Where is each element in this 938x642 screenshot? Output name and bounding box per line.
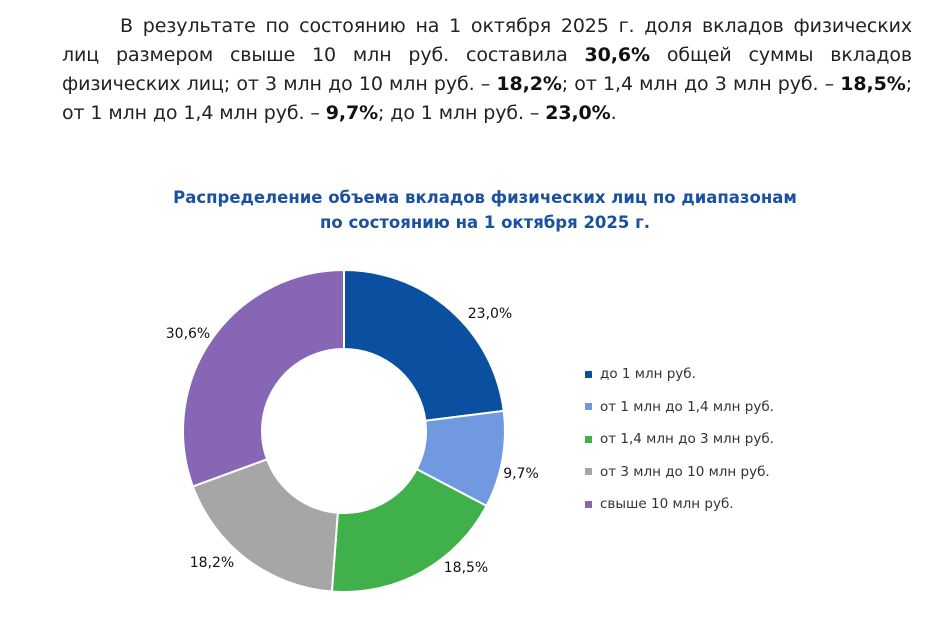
legend-swatch xyxy=(585,403,592,411)
legend-label: свыше 10 млн руб. xyxy=(600,496,734,513)
slice-data-label: 23,0% xyxy=(468,306,512,322)
donut-slice xyxy=(182,268,345,488)
paragraph-text: В результате по состоянию на 1 октября 2… xyxy=(62,15,912,66)
legend-label: от 3 млн до 10 млн руб. xyxy=(600,463,770,480)
paragraph-text: общей суммы вкладов физических лиц; от 3… xyxy=(62,44,912,95)
chart-title: Распределение объема вкладов физических … xyxy=(173,188,797,207)
legend-label: до 1 млн руб. xyxy=(600,366,696,383)
chart-title-block: Распределение объема вкладов физических … xyxy=(0,185,938,235)
share-1-4m-3m: 18,5% xyxy=(840,73,906,95)
chart-legend: до 1 млн руб. от 1 млн до 1,4 млн руб. от … xyxy=(585,358,774,521)
legend-item: свыше 10 млн руб. xyxy=(585,488,774,521)
paragraph-text: ; до 1 млн руб. – xyxy=(378,102,546,124)
donut-slice xyxy=(330,467,488,593)
legend-label: от 1,4 млн до 3 млн руб. xyxy=(600,431,774,448)
legend-item: от 1 млн до 1,4 млн руб. xyxy=(585,391,774,424)
slice-data-label: 30,6% xyxy=(166,326,210,342)
share-1m-1-4m: 9,7% xyxy=(325,102,379,124)
share-under-1m: 23,0% xyxy=(545,102,611,124)
slice-data-label: 18,2% xyxy=(190,555,234,571)
paragraph-text: ; от 1,4 млн до 3 млн руб. – xyxy=(561,73,841,95)
intro-paragraph: В результате по состоянию на 1 октября 2… xyxy=(62,12,912,128)
donut-slice xyxy=(343,268,505,422)
legend-item: до 1 млн руб. xyxy=(585,358,774,391)
donut-labels: 23,0% 9,7% 18,5% 18,2% 30,6% xyxy=(166,306,539,576)
share-3m-10m: 18,2% xyxy=(496,73,562,95)
legend-swatch xyxy=(585,370,592,378)
legend-item: от 1,4 млн до 3 млн руб. xyxy=(585,423,774,456)
chart-subtitle: по состоянию на 1 октября 2025 г. xyxy=(319,213,651,232)
legend-item: от 3 млн до 10 млн руб. xyxy=(585,456,774,489)
slice-data-label: 18,5% xyxy=(444,560,488,576)
donut-slices xyxy=(182,268,506,593)
legend-swatch xyxy=(585,435,592,443)
paragraph-text: ; от 1 млн до 1,4 млн руб. – xyxy=(62,73,912,124)
share-over-10m: 30,6% xyxy=(584,44,651,66)
legend-swatch xyxy=(585,468,592,476)
slice-data-label: 9,7% xyxy=(503,466,539,482)
paragraph-text: . xyxy=(610,102,617,124)
legend-label: от 1 млн до 1,4 млн руб. xyxy=(600,398,774,415)
donut-slice xyxy=(191,457,339,593)
legend-swatch xyxy=(585,500,592,508)
